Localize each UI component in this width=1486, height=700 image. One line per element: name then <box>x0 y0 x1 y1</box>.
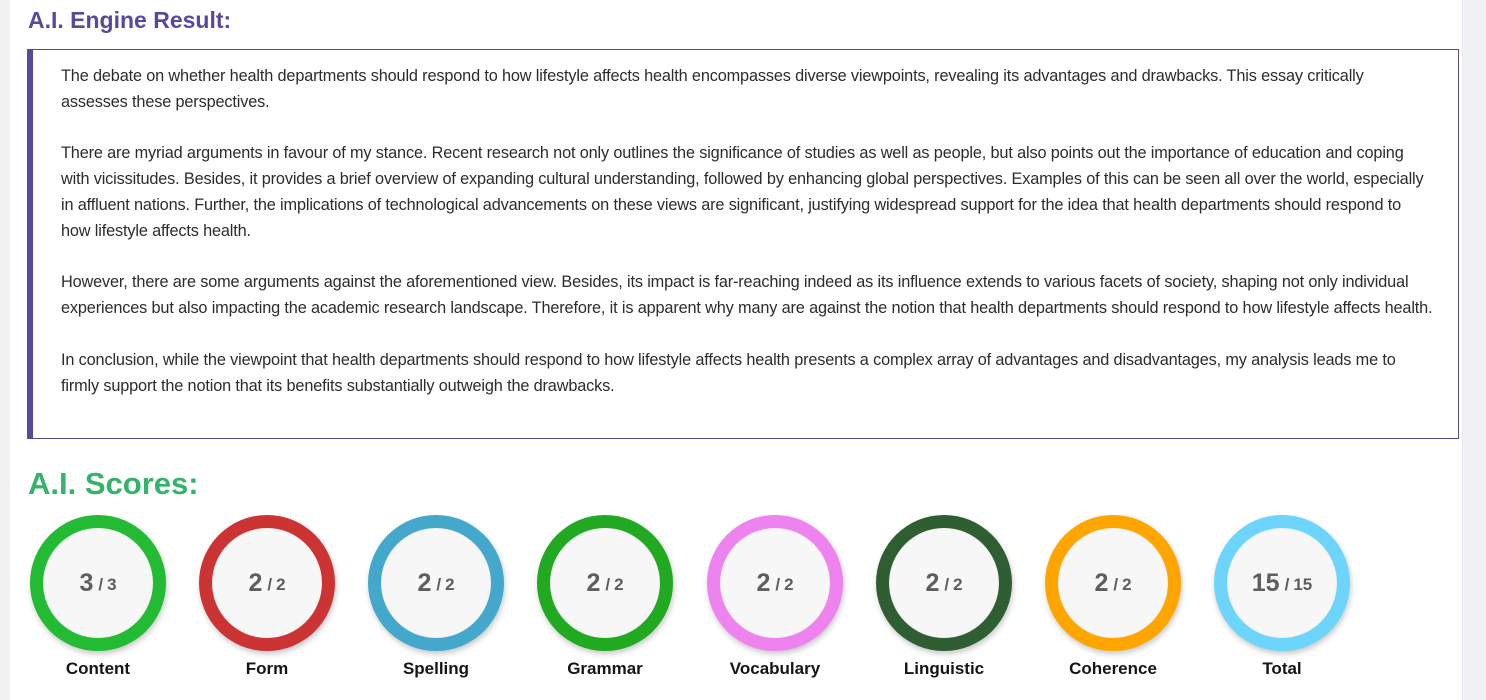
engine-result-heading: A.I. Engine Result: <box>28 7 232 33</box>
score-circle: 2/2 <box>1058 528 1168 638</box>
score-circle: 15/15 <box>1227 528 1337 638</box>
score-value: 3 <box>79 568 94 597</box>
score-ring: 15/15 <box>1214 515 1350 651</box>
score-ring: 2/2 <box>537 515 673 651</box>
score-value: 2 <box>586 568 601 597</box>
score-max: 2 <box>445 575 455 594</box>
score-label: Coherence <box>1069 659 1157 678</box>
result-paragraph-1: The debate on whether health departments… <box>61 67 1364 111</box>
score-separator: / <box>98 575 104 594</box>
scores-row: 3/3 Content 2/2 Form 2/2 Spelling <box>30 515 1430 695</box>
score-max: 2 <box>614 575 624 594</box>
score-max: 2 <box>1122 575 1132 594</box>
score-ring: 2/2 <box>368 515 504 651</box>
score-ring: 2/2 <box>707 515 843 651</box>
score-separator: / <box>436 575 442 594</box>
score-separator: / <box>1284 575 1290 594</box>
score-value: 15 <box>1251 568 1280 597</box>
result-paragraph-4: In conclusion, while the viewpoint that … <box>61 350 1396 395</box>
score-value: 2 <box>756 568 771 597</box>
score-linguistic: 2/2 Linguistic <box>876 515 1014 695</box>
score-vocabulary: 2/2 Vocabulary <box>707 515 845 695</box>
score-max: 3 <box>107 575 117 594</box>
scrollbar-track[interactable] <box>1462 0 1486 700</box>
result-paragraph-3: However, there are some arguments agains… <box>61 273 1433 318</box>
score-label: Grammar <box>567 659 643 678</box>
score-label: Form <box>245 659 289 678</box>
score-ring: 2/2 <box>199 515 335 651</box>
score-label: Linguistic <box>903 659 985 678</box>
engine-result-box: The debate on whether health departments… <box>27 49 1459 439</box>
score-max: 2 <box>953 575 963 594</box>
score-label: Content <box>65 659 131 678</box>
score-circle: 2/2 <box>212 528 322 638</box>
scores-heading: A.I. Scores: <box>28 466 199 501</box>
score-circle: 2/2 <box>720 528 830 638</box>
score-max: 15 <box>1293 575 1313 594</box>
score-circle: 2/2 <box>550 528 660 638</box>
score-coherence: 2/2 Coherence <box>1045 515 1183 695</box>
score-ring: 2/2 <box>1045 515 1181 651</box>
score-value: 2 <box>248 568 263 597</box>
score-grammar: 2/2 Grammar <box>537 515 675 695</box>
score-form: 2/2 Form <box>199 515 337 695</box>
score-value: 2 <box>925 568 940 597</box>
score-ring: 3/3 <box>30 515 166 651</box>
score-separator: / <box>944 575 950 594</box>
score-circle: 2/2 <box>889 528 999 638</box>
score-value: 2 <box>417 568 432 597</box>
results-page: A.I. Engine Result: The debate on whethe… <box>10 0 1462 700</box>
score-label: Total <box>1262 659 1302 678</box>
score-separator: / <box>605 575 611 594</box>
score-circle: 2/2 <box>381 528 491 638</box>
score-max: 2 <box>276 575 286 594</box>
score-ring: 2/2 <box>876 515 1012 651</box>
score-separator: / <box>775 575 781 594</box>
score-separator: / <box>1113 575 1119 594</box>
score-value: 2 <box>1094 568 1109 597</box>
score-total: 15/15 Total <box>1214 515 1352 695</box>
score-label: Spelling <box>402 659 470 678</box>
result-paragraph-2: There are myriad arguments in favour of … <box>61 144 1424 240</box>
left-gutter <box>0 0 10 700</box>
score-label: Vocabulary <box>729 659 821 678</box>
score-max: 2 <box>784 575 794 594</box>
score-separator: / <box>267 575 273 594</box>
score-content: 3/3 Content <box>30 515 168 695</box>
score-spelling: 2/2 Spelling <box>368 515 506 695</box>
score-circle: 3/3 <box>43 528 153 638</box>
